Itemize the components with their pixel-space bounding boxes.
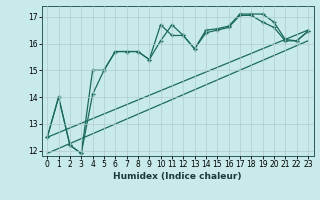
X-axis label: Humidex (Indice chaleur): Humidex (Indice chaleur) bbox=[113, 172, 242, 181]
